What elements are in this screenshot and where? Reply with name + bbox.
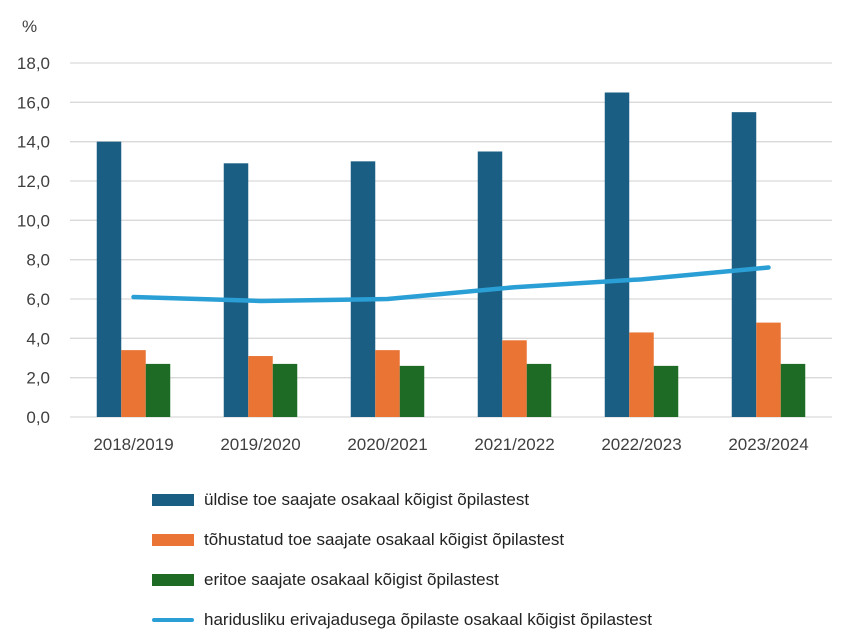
legend-item: eritoe saajate osakaal kõigist õpilastes…: [152, 560, 652, 600]
y-tick-label: 6,0: [26, 290, 50, 309]
line-series: [131, 265, 771, 304]
bar-1: [350, 161, 376, 417]
y-tick-label: 14,0: [17, 133, 50, 152]
y-tick-label: 10,0: [17, 211, 50, 230]
legend: üldise toe saajate osakaal kõigist õpila…: [152, 480, 652, 640]
legend-item: haridusliku erivajadusega õpilaste osaka…: [152, 600, 652, 640]
y-tick-label: 12,0: [17, 172, 50, 191]
legend-swatch: [152, 574, 194, 586]
bar-1: [223, 163, 249, 417]
bar-2: [629, 332, 654, 417]
x-tick-label: 2020/2021: [347, 435, 427, 454]
bar-2: [375, 350, 400, 417]
legend-label: eritoe saajate osakaal kõigist õpilastes…: [204, 570, 499, 589]
x-tick-label: 2023/2024: [728, 435, 808, 454]
bar-1: [96, 141, 122, 417]
legend-line-swatch: [152, 618, 194, 622]
legend-item: tõhustatud toe saajate osakaal kõigist õ…: [152, 520, 652, 560]
bar-3: [399, 365, 425, 417]
bar-3: [272, 363, 298, 417]
legend-label: tõhustatud toe saajate osakaal kõigist õ…: [204, 530, 565, 549]
y-tick-label: 16,0: [17, 93, 50, 112]
y-tick-label: 18,0: [17, 54, 50, 73]
plot-area: % 0,0 2,0 4,0 6,0 8,0 10,0 12,0 14,0 16,0 18,0 201…: [17, 17, 832, 454]
bar-2: [121, 350, 146, 417]
y-tick-label: 8,0: [26, 251, 50, 270]
y-tick-label: 4,0: [26, 329, 50, 348]
y-tick-label: 0,0: [26, 408, 50, 427]
legend-swatch: [152, 534, 194, 546]
bar-1: [731, 112, 757, 418]
bar-2: [248, 356, 273, 417]
legend-label: haridusliku erivajadusega õpilaste osaka…: [204, 610, 652, 629]
legend-swatch: [152, 494, 194, 506]
bar-3: [526, 363, 552, 417]
x-tick-label: 2018/2019: [93, 435, 173, 454]
bar-1: [604, 92, 630, 417]
legend-label: üldise toe saajate osakaal kõigist õpila…: [204, 490, 530, 509]
x-tick-label: 2019/2020: [220, 435, 300, 454]
x-tick-label: 2021/2022: [474, 435, 554, 454]
bar-3: [145, 363, 171, 417]
bar-3: [653, 365, 679, 417]
y-axis-label: %: [22, 17, 37, 36]
x-tick-label: 2022/2023: [601, 435, 681, 454]
y-tick-label: 2,0: [26, 369, 50, 388]
legend-item: üldise toe saajate osakaal kõigist õpila…: [152, 480, 652, 520]
bar-3: [780, 363, 806, 417]
bar-1: [477, 151, 503, 417]
bar-2: [756, 322, 781, 417]
bar-2: [502, 340, 527, 417]
